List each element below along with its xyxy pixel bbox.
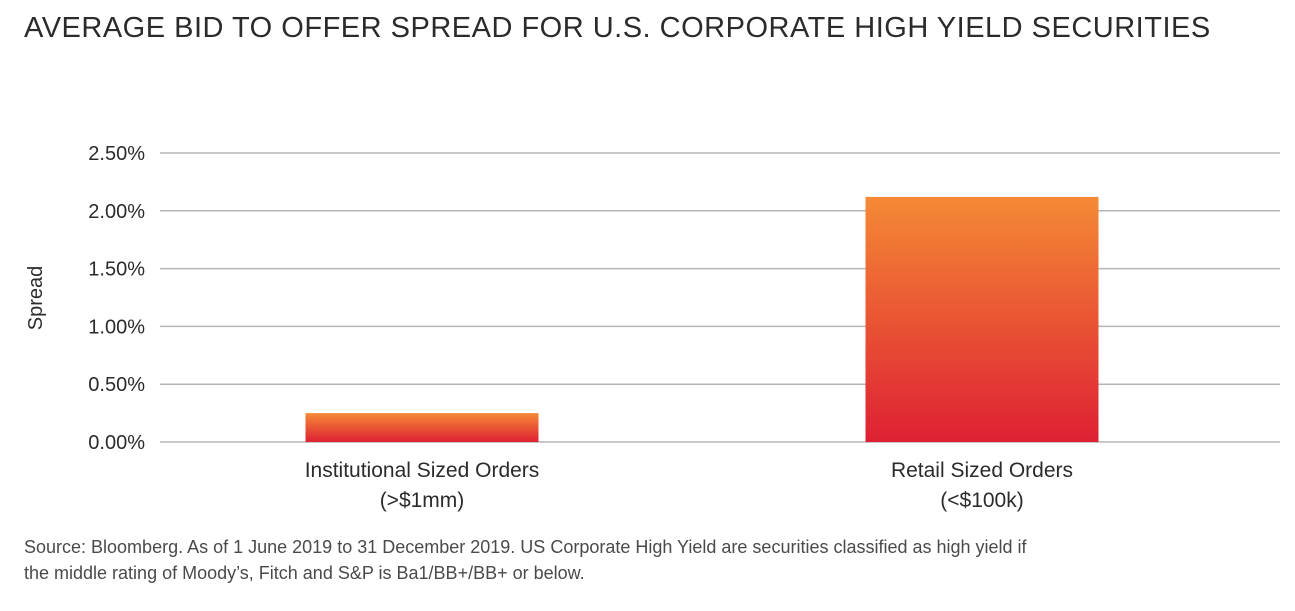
footnote-line-1: Source: Bloomberg. As of 1 June 2019 to … [24,537,1027,557]
x-category-label: (<$100k) [940,489,1023,512]
y-tick-label: 2.00% [88,201,145,223]
y-tick-label: 2.50% [88,143,145,165]
chart-title: AVERAGE BID TO OFFER SPREAD FOR U.S. COR… [24,12,1211,44]
x-category-label: (>$1mm) [380,489,465,512]
x-category-label: Institutional Sized Orders [305,459,540,482]
bar-chart: 0.00% 0.50% 1.00% 1.50% 2.00% 2.50% Instituti… [25,143,1280,512]
y-axis-ticks: 0.00% 0.50% 1.00% 1.50% 2.00% 2.50% [88,143,145,454]
x-category-label: Retail Sized Orders [891,459,1073,482]
y-tick-label: 0.00% [88,432,145,454]
footnote-line-2: the middle rating of Moody’s, Fitch and … [24,563,585,583]
bar [305,413,539,442]
x-axis-categories: Institutional Sized Orders (>$1mm) Retail … [305,459,1073,512]
bar [865,196,1099,442]
y-tick-label: 1.00% [88,316,145,338]
y-tick-label: 1.50% [88,259,145,281]
y-axis-label: Spread [25,266,47,331]
grid-lines [160,152,1280,443]
bars [305,196,1099,442]
y-tick-label: 0.50% [88,374,145,396]
source-footnote: Source: Bloomberg. As of 1 June 2019 to … [24,534,1274,586]
